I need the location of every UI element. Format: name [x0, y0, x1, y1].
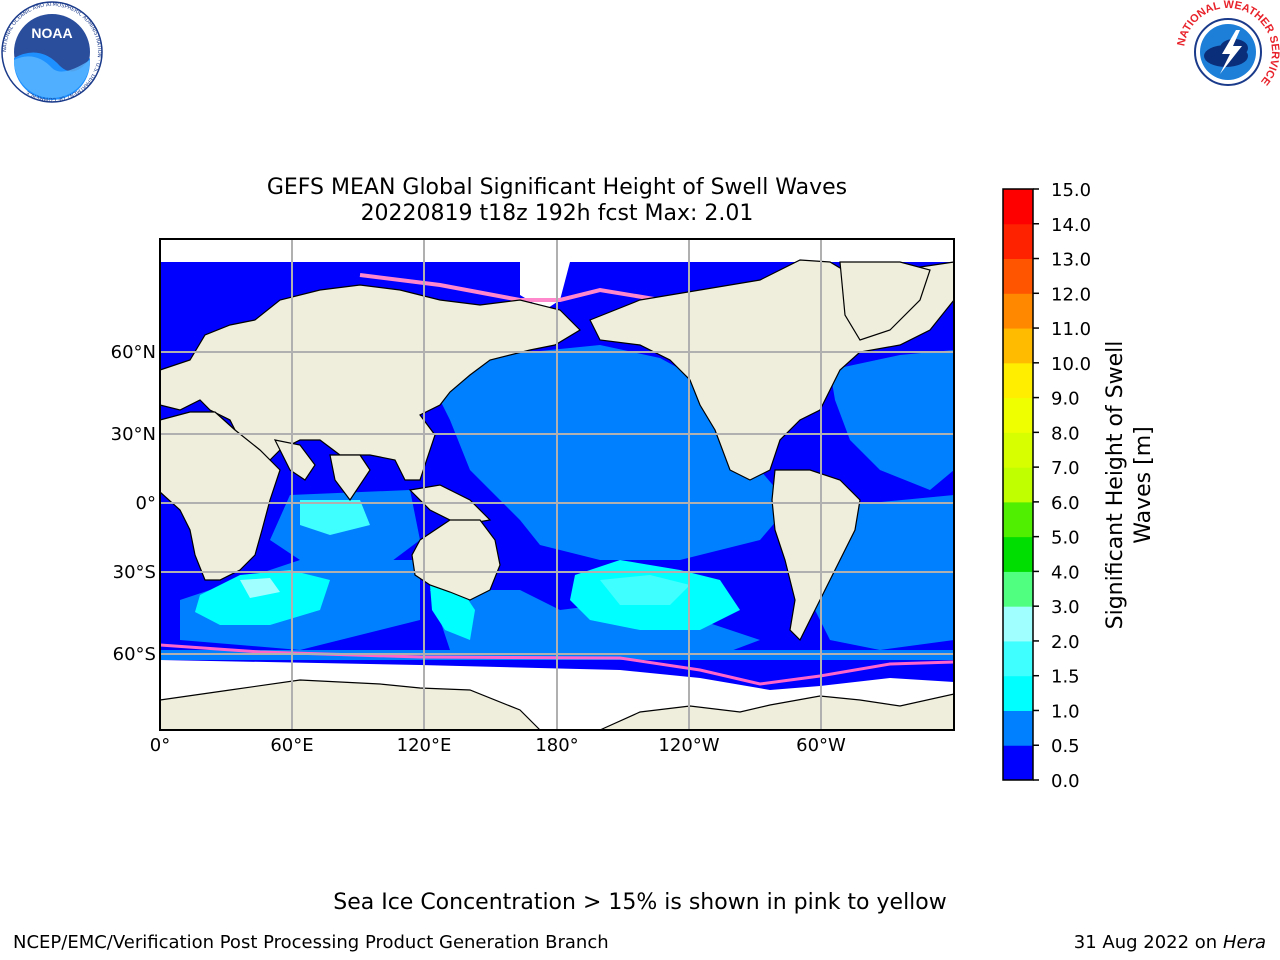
- colorbar-segment: [1003, 745, 1033, 781]
- lat-tick-label: 60°S: [113, 644, 156, 665]
- colorbar-segment: [1003, 432, 1033, 468]
- colorbar-segment: [1003, 501, 1033, 538]
- colorbar-segment: [1003, 571, 1033, 607]
- colorbar-tick-label: 6.0: [1051, 493, 1080, 514]
- graticule: [160, 239, 954, 730]
- nws-logo: NATIONAL WEATHER SERVICE: [1176, 0, 1280, 101]
- colorbar-segment: [1003, 397, 1033, 433]
- colorbar-ticks: 0.0 0.5 1.0 1.5 2.0 3.0 4.0 5.0 6.0 7.0 8.0 9.0 10.0…: [1033, 180, 1091, 792]
- colorbar-segment: [1003, 640, 1033, 677]
- colorbar-tick-label: 14.0: [1051, 215, 1091, 236]
- lat-tick-label: 30°N: [111, 424, 156, 445]
- noaa-logo: NOAA NATIONAL OCEANIC AND ATMOSPHERIC AD…: [1, 1, 103, 103]
- colorbar-segment: [1003, 467, 1033, 503]
- colorbar-tick-label: 1.0: [1051, 701, 1080, 722]
- colorbar-segment: [1003, 710, 1033, 746]
- colorbar-tick-label: 15.0: [1051, 180, 1091, 201]
- lon-tick-label: 60°E: [270, 735, 313, 756]
- colorbar-segment: [1003, 328, 1033, 364]
- colorbar-tick-label: 10.0: [1051, 354, 1091, 375]
- colorbar-segment: [1003, 258, 1033, 294]
- colorbar-tick-label: 7.0: [1051, 458, 1080, 479]
- colorbar-segment: [1003, 606, 1033, 642]
- lon-tick-label: 180°: [535, 735, 578, 756]
- sea-ice-note: Sea Ice Concentration > 15% is shown in …: [333, 890, 947, 915]
- colorbar-segment: [1003, 536, 1033, 572]
- lat-tick-label: 60°N: [111, 342, 156, 363]
- colorbar-tick-label: 0.5: [1051, 736, 1080, 757]
- colorbar-tick-label: 2.0: [1051, 632, 1080, 653]
- map-border: [159, 238, 955, 731]
- colorbar-tick-label: 1.5: [1051, 667, 1080, 688]
- lon-tick-label: 120°E: [397, 735, 452, 756]
- lon-tick-label: 0°: [150, 735, 170, 756]
- lon-tick-label: 60°W: [796, 735, 846, 756]
- colorbar-tick-label: 12.0: [1051, 284, 1091, 305]
- colorbar-tick-label: 0.0: [1051, 771, 1080, 792]
- colorbar-segment: [1003, 362, 1033, 399]
- colorbar-tick-label: 13.0: [1051, 250, 1091, 271]
- colorbar-segment: [1003, 189, 1033, 225]
- producer-credit: NCEP/EMC/Verification Post Processing Pr…: [13, 932, 609, 953]
- colorbar-label: Significant Height of Swell: [1103, 341, 1128, 630]
- noaa-logo-text: NOAA: [31, 25, 72, 41]
- lat-tick-label: 30°S: [113, 562, 156, 583]
- run-date-text: 31 Aug 2022 on: [1073, 932, 1218, 953]
- colorbar-tick-label: 3.0: [1051, 597, 1080, 618]
- colorbar-border: [1002, 188, 1034, 781]
- machine-name: Hera: [1222, 932, 1266, 953]
- chart-subtitle: 20220819 t18z 192h fcst Max: 2.01: [360, 201, 754, 226]
- colorbar-segment: [1003, 223, 1033, 260]
- colorbar-segment: [1003, 293, 1033, 329]
- colorbar-tick-label: 8.0: [1051, 423, 1080, 444]
- lon-tick-label: 120°W: [658, 735, 719, 756]
- lat-tick-label: 0°: [136, 493, 156, 514]
- chart-title: GEFS MEAN Global Significant Height of S…: [266, 175, 848, 200]
- colorbar-tick-label: 5.0: [1051, 528, 1080, 549]
- run-date: 31 Aug 2022 on Hera: [1074, 932, 1266, 953]
- colorbar-label-units: Waves [m]: [1131, 426, 1156, 543]
- colorbar-tick-label: 11.0: [1051, 319, 1091, 340]
- colorbar: [1002, 188, 1034, 781]
- colorbar-tick-label: 9.0: [1051, 389, 1080, 410]
- colorbar-tick-label: 4.0: [1051, 562, 1080, 583]
- colorbar-segment: [1003, 675, 1033, 711]
